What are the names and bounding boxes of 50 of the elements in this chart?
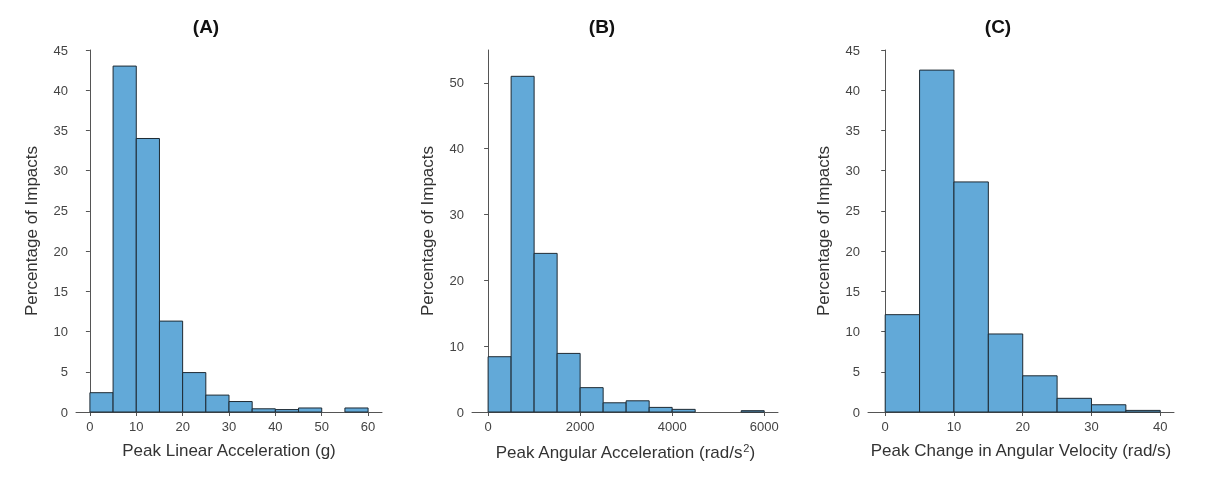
y-tick-label: 5 <box>60 364 68 380</box>
y-tick-label: 30 <box>53 163 68 179</box>
x-tick-label: 0 <box>86 419 94 434</box>
x-tick-label: 2000 <box>565 419 595 434</box>
x-tick-label: 0 <box>881 419 889 434</box>
x-tick-label: 10 <box>129 419 144 434</box>
y-tick-label: 40 <box>53 82 68 98</box>
y-tick-label: 20 <box>845 243 860 259</box>
y-axis-title: Percentage of Impacts <box>418 145 437 317</box>
chart-title: (B) <box>588 16 616 37</box>
x-tick-label: 10 <box>946 419 962 434</box>
y-axis-title: Percentage of Impacts <box>814 145 833 317</box>
x-tick-label: 20 <box>175 419 190 434</box>
y-tick-label: 10 <box>449 338 464 354</box>
x-tick-label: 30 <box>1084 419 1099 434</box>
chart-title: (C) <box>984 16 1012 37</box>
y-tick-label: 35 <box>845 122 860 138</box>
x-axis-title: Peak Linear Acceleration (g) <box>122 441 336 460</box>
x-tick-label: 30 <box>221 419 237 434</box>
x-tick-label: 50 <box>314 419 329 434</box>
x-tick-label: 6000 <box>749 419 779 434</box>
x-tick-label: 40 <box>268 419 283 434</box>
y-tick-label: 5 <box>852 364 860 380</box>
x-tick-label: 60 <box>360 419 376 434</box>
y-tick-label: 0 <box>456 404 464 420</box>
y-tick-label: 45 <box>53 42 68 58</box>
y-tick-label: 30 <box>449 207 464 223</box>
y-tick-label: 0 <box>852 404 860 420</box>
y-tick-label: 15 <box>53 283 68 299</box>
chart-title: (A) <box>192 16 220 37</box>
x-tick-label: 4000 <box>657 419 687 434</box>
y-tick-label: 40 <box>845 82 860 98</box>
y-tick-label: 20 <box>449 272 464 288</box>
y-tick-label: 10 <box>53 324 68 340</box>
y-tick-label: 15 <box>845 283 860 299</box>
y-tick-label: 25 <box>845 203 860 219</box>
y-tick-label: 50 <box>449 75 464 91</box>
y-tick-label: 25 <box>53 203 68 219</box>
y-tick-label: 40 <box>449 141 464 157</box>
y-tick-label: 10 <box>845 324 860 340</box>
y-tick-label: 0 <box>60 404 68 420</box>
y-tick-label: 45 <box>845 42 860 58</box>
y-tick-label: 30 <box>845 163 860 179</box>
x-tick-label: 0 <box>484 419 492 434</box>
x-axis-title: Peak Change in Angular Velocity (rad/s) <box>870 441 1172 460</box>
y-axis-title: Percentage of Impacts <box>22 145 41 317</box>
y-tick-label: 20 <box>53 243 68 259</box>
y-tick-label: 35 <box>53 122 68 138</box>
x-tick-label: 20 <box>1015 419 1030 434</box>
x-tick-label: 40 <box>1153 419 1168 434</box>
